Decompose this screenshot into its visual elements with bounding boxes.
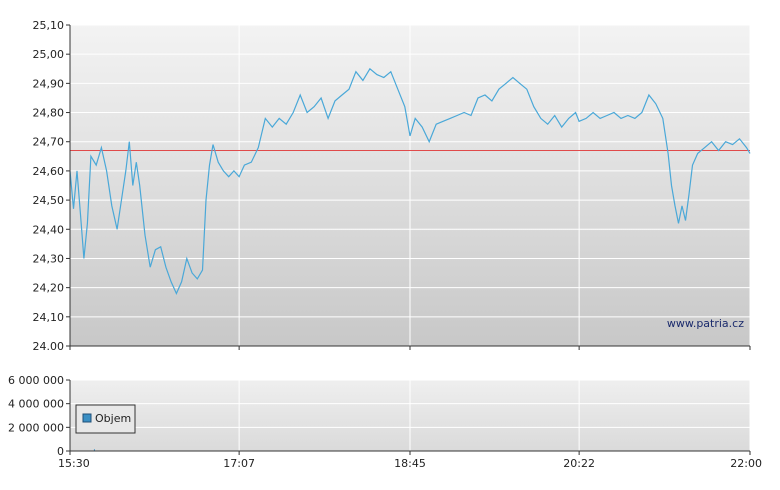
volume-y-tick-label: 0 (57, 445, 64, 458)
volume-y-tick-label: 6 000 000 (8, 374, 64, 387)
price-y-tick-label: 24,70 (33, 136, 65, 149)
price-y-tick-label: 24,40 (33, 223, 65, 236)
volume-y-axis: 0 2 000 000 4 000 000 6 000 000 (8, 374, 70, 458)
price-y-tick-label: 24,30 (33, 252, 65, 265)
legend-label: Objem (95, 412, 131, 425)
price-y-axis: 24.00 24,10 24,20 24,30 24,40 24,50 24,60 24,70… (33, 19, 70, 353)
price-y-tick-label: 25,10 (33, 19, 65, 32)
volume-y-tick-label: 2 000 000 (8, 421, 64, 434)
watermark: www.patria.cz (667, 317, 744, 330)
price-y-tick-label: 24,90 (33, 77, 65, 90)
price-y-tick-label: 24.00 (33, 340, 65, 353)
x-tick-label: 15:30 (58, 457, 90, 470)
legend-swatch (82, 413, 92, 423)
price-grid (69, 24, 751, 347)
x-tick-label: 18:45 (394, 457, 426, 470)
price-y-tick-label: 24,10 (33, 311, 65, 324)
price-panel: 24.00 24,10 24,20 24,30 24,40 24,50 24,60 24,70… (33, 19, 751, 353)
volume-bars (93, 449, 95, 451)
price-y-tick-label: 24,50 (33, 194, 65, 207)
price-y-tick-label: 24,20 (33, 282, 65, 295)
x-tick-label: 20:22 (563, 457, 595, 470)
price-x-ticks (69, 346, 751, 350)
volume-legend: Objem (75, 404, 136, 434)
price-line (69, 67, 751, 295)
volume-y-tick-label: 4 000 000 (8, 398, 64, 411)
price-y-tick-label: 24,80 (33, 107, 65, 120)
x-tick-label: 17:07 (223, 457, 255, 470)
price-y-tick-label: 25,00 (33, 48, 65, 61)
volume-bar (93, 449, 95, 451)
x-tick-label: 22:00 (730, 457, 762, 470)
volume-x-ticks: 15:30 17:07 18:45 20:22 22:00 (58, 451, 762, 470)
price-y-tick-label: 24,60 (33, 165, 65, 178)
